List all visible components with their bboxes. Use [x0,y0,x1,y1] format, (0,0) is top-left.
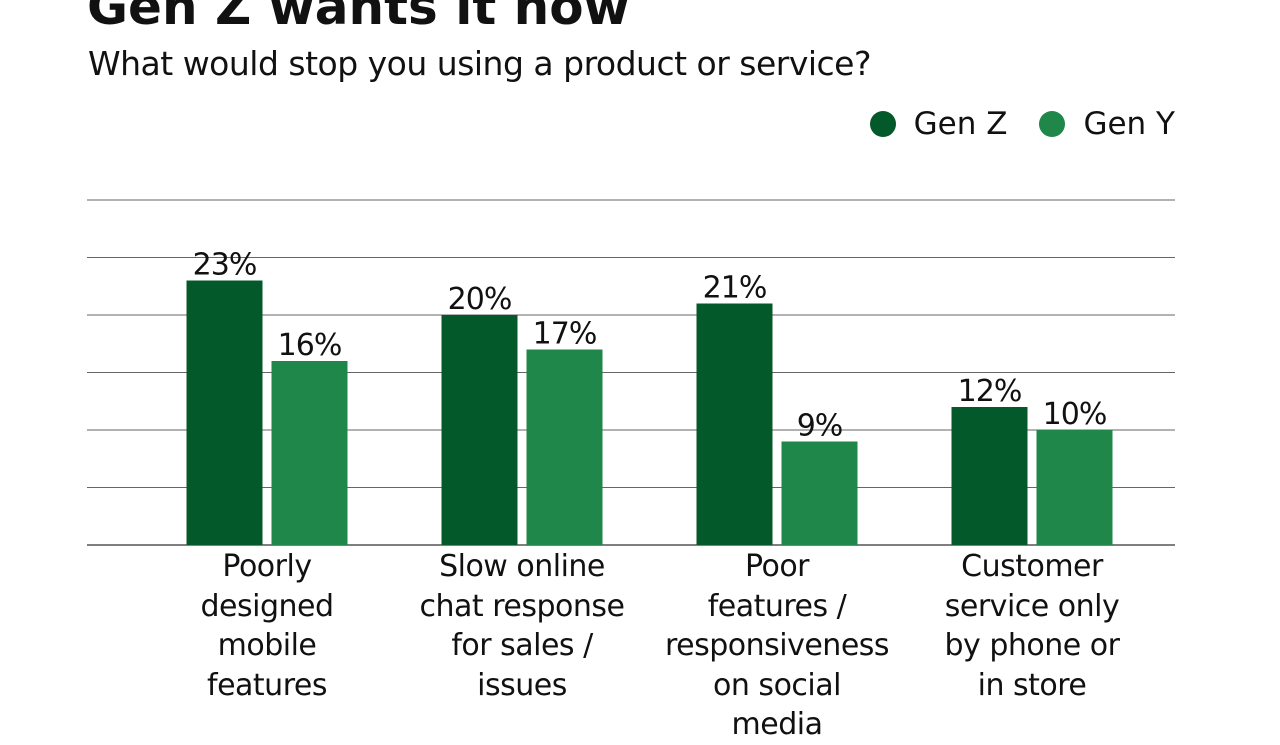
legend-label: Gen Z [913,106,1008,142]
category-label-line: Poor [744,549,810,584]
category-label: Poorly designed mobile features [142,547,392,705]
bar-gen-z [441,315,518,545]
category-label-line: issues [477,667,567,703]
data-label: 23% [193,248,257,283]
category-label-line: features [207,667,327,703]
bar-gen-y [271,361,348,545]
category-label: Customer service only by phone or in store [907,547,1157,705]
data-label: 20% [448,282,512,317]
legend-item-gen-y: Gen Y [1039,106,1175,142]
category-label-line: Poorly [222,549,312,584]
bar-chart: 23% 16% 20% 17% 21% 9% 12% 10% [87,199,1175,546]
category-label-line: chat response [419,588,625,624]
legend: Gen Z Gen Y [838,106,1175,142]
data-label: 12% [958,374,1022,409]
category-label-line: responsiveness [664,628,890,663]
category-label-line: Customer [961,549,1103,584]
legend-item-gen-z: Gen Z [869,106,1008,142]
category-label-line: media [731,707,823,742]
chart-subtitle: What would stop you using a product or s… [88,44,872,83]
data-label: 9% [797,409,843,444]
data-label: 10% [1043,397,1107,432]
bar-gen-y [1036,430,1113,545]
category-label-line: by phone or [944,628,1120,663]
category-label-line: Slow online [439,549,605,584]
data-label: 17% [533,317,597,352]
legend-swatch [1039,111,1066,137]
legend-label: Gen Y [1083,106,1175,142]
legend-swatch [869,111,896,137]
category-label-line: mobile [217,628,317,663]
data-label: 16% [278,328,342,363]
category-label-line: designed [200,588,334,624]
category-label-line: features / [707,588,847,624]
category-label: Poor features / responsiveness on social med… [652,547,902,745]
bar-gen-z [186,280,263,545]
category-label-line: on social [713,667,841,703]
category-label-line: in store [977,667,1087,703]
bar-gen-y [526,349,603,545]
category-label-line: for sales / [451,628,593,663]
bar-gen-z [951,407,1028,545]
bar-gen-z [696,303,773,545]
chart-title: Gen Z wants it now [87,0,630,36]
category-label: Slow online chat response for sales / issue… [397,547,647,705]
data-label: 21% [703,271,767,306]
bar-gen-y [781,441,858,545]
category-label-line: service only [944,588,1120,624]
